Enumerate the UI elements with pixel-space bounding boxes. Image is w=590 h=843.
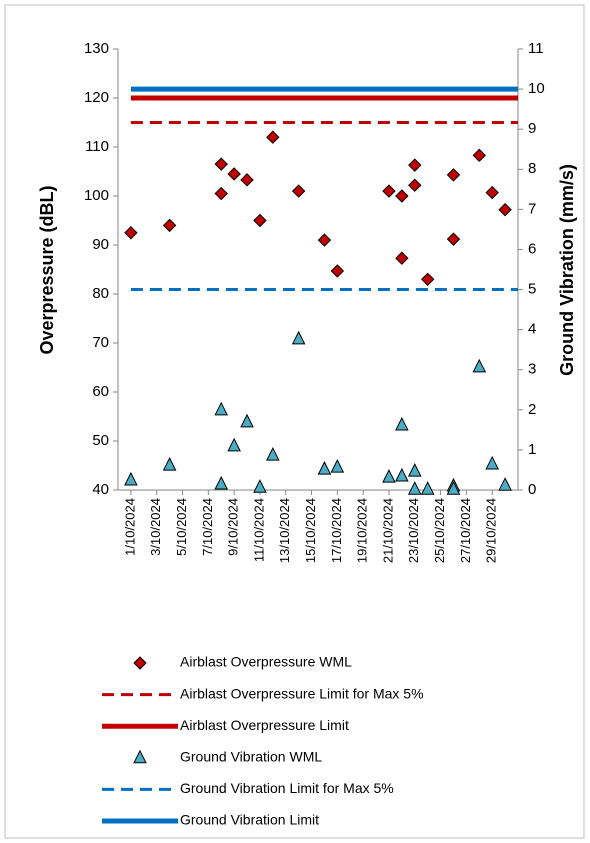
y-tick-label: 80 — [92, 285, 109, 302]
y2-tick-label: 6 — [528, 240, 536, 257]
y2-tick-label: 5 — [528, 281, 536, 298]
y2-tick-label: 8 — [528, 160, 536, 177]
x-tick-label: 27/10/2024 — [458, 498, 473, 563]
legend-label: Ground Vibration WML — [180, 749, 322, 765]
y-tick-label: 110 — [85, 138, 109, 155]
data-point — [124, 471, 138, 486]
legend-label: Airblast Overpressure Limit for Max 5% — [180, 685, 424, 701]
data-point — [266, 130, 280, 144]
data-point — [253, 479, 267, 493]
y-tick-label: 120 — [84, 89, 109, 106]
data-point — [240, 173, 254, 187]
chart-frame — [4, 4, 585, 839]
y-tick-label: 90 — [92, 236, 109, 253]
y2-tick-label: 2 — [528, 401, 536, 418]
y2-tick-label: 11 — [528, 40, 544, 57]
data-point — [446, 232, 461, 246]
x-tick-label: 29/10/2024 — [484, 498, 499, 563]
data-point — [395, 189, 409, 203]
data-point — [382, 469, 396, 483]
data-point — [498, 477, 512, 491]
data-point — [408, 178, 422, 192]
legend-symbol — [133, 749, 147, 764]
data-point — [227, 167, 241, 181]
data-point — [253, 213, 267, 228]
x-tick-label: 19/10/2024 — [355, 498, 370, 563]
data-point — [214, 401, 229, 416]
x-tick-label: 13/10/2024 — [277, 498, 292, 563]
data-point — [498, 203, 512, 217]
legend-label: Ground Vibration Limit — [180, 812, 319, 828]
data-point — [472, 148, 486, 163]
legend-symbol — [133, 656, 147, 670]
data-point — [420, 481, 435, 495]
x-tick-label: 21/10/2024 — [380, 498, 395, 563]
data-point — [330, 264, 345, 278]
y-tick-label: 130 — [84, 40, 109, 57]
data-point — [266, 447, 280, 461]
x-tick-label: 25/10/2024 — [432, 498, 447, 563]
data-point — [472, 358, 487, 373]
data-point — [330, 459, 345, 473]
y2-tick-label: 1 — [528, 441, 536, 458]
data-point — [395, 467, 409, 482]
data-point — [162, 457, 177, 471]
x-tick-label: 5/10/2024 — [174, 498, 189, 556]
data-point — [162, 218, 177, 233]
x-tick-label: 3/10/2024 — [148, 498, 163, 556]
legend-label: Airblast Overpressure Limit — [180, 717, 349, 733]
data-point — [395, 251, 409, 265]
x-tick-label: 23/10/2024 — [406, 498, 421, 563]
y-tick-label: 100 — [84, 187, 109, 204]
data-point — [291, 184, 306, 198]
y2-tick-label: 0 — [528, 481, 536, 498]
y2-tick-label: 3 — [528, 361, 536, 378]
data-point — [214, 475, 229, 490]
data-point — [395, 416, 409, 431]
data-point — [446, 168, 461, 182]
data-point — [240, 413, 254, 428]
data-point — [485, 185, 499, 200]
y-axis-title: Overpressure (dBL) — [37, 185, 57, 354]
x-tick-label: 1/10/2024 — [122, 498, 137, 556]
y2-tick-label: 7 — [528, 200, 536, 217]
data-point — [420, 272, 435, 287]
x-tick-label: 7/10/2024 — [200, 498, 215, 556]
y-tick-label: 50 — [92, 432, 109, 449]
y2-tick-label: 9 — [528, 120, 536, 137]
data-point — [227, 437, 241, 452]
legend-label: Ground Vibration Limit for Max 5% — [180, 780, 394, 796]
y-tick-label: 70 — [92, 334, 109, 351]
legend-label: Airblast Overpressure WML — [180, 654, 352, 670]
y-tick-label: 40 — [92, 481, 109, 498]
data-point — [214, 186, 228, 201]
data-point — [291, 330, 306, 345]
data-point — [485, 455, 500, 470]
data-point — [124, 226, 138, 240]
data-point — [407, 463, 422, 477]
data-point — [407, 481, 422, 495]
data-point — [382, 184, 396, 198]
y2-tick-label: 4 — [528, 321, 536, 338]
data-point — [408, 158, 422, 172]
y2-tick-label: 10 — [528, 80, 545, 97]
x-tick-label: 15/10/2024 — [303, 498, 318, 563]
data-point — [317, 461, 332, 475]
y-tick-label: 60 — [92, 383, 109, 400]
x-tick-label: 11/10/2024 — [251, 498, 266, 562]
x-tick-label: 17/10/2024 — [329, 498, 344, 563]
data-point — [446, 481, 461, 495]
data-point — [317, 233, 332, 247]
y2-axis-title: Ground Vibration (mm/s) — [557, 164, 577, 376]
data-point — [214, 157, 228, 171]
x-tick-label: 9/10/2024 — [226, 498, 241, 556]
